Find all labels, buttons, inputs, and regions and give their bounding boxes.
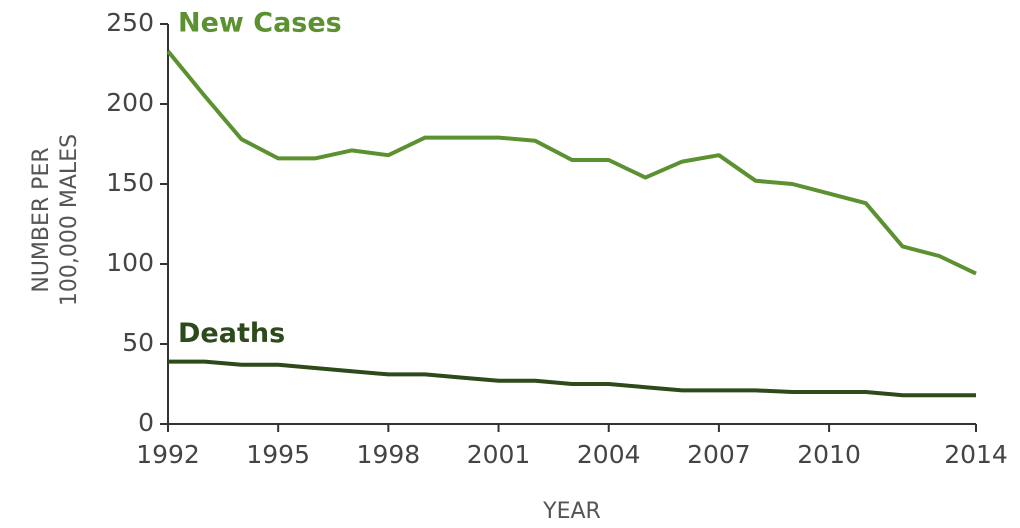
series-label: New Cases <box>178 8 342 39</box>
x-tick-label: 2001 <box>467 440 531 469</box>
y-tick-label: 50 <box>122 328 154 357</box>
series-line <box>166 49 977 276</box>
y-tick-label: 250 <box>106 8 154 37</box>
series-line <box>168 359 976 398</box>
x-tick-label: 2004 <box>577 440 641 469</box>
y-tick-label: 100 <box>106 248 154 277</box>
y-axis-title: 100,000 MALES <box>57 134 82 306</box>
x-tick-label: 1992 <box>136 440 200 469</box>
x-tick-label: 2010 <box>797 440 861 469</box>
x-tick-label: 2007 <box>687 440 751 469</box>
x-tick-label: 2014 <box>944 440 1008 469</box>
y-tick-label: 200 <box>106 88 154 117</box>
y-tick-label: 150 <box>106 168 154 197</box>
y-tick-label: 0 <box>138 408 154 437</box>
series-label: Deaths <box>178 318 285 349</box>
x-tick-label: 1998 <box>357 440 421 469</box>
x-tick-label: 1995 <box>246 440 310 469</box>
x-axis-title: YEAR <box>542 499 601 524</box>
y-axis-title: NUMBER PER <box>29 147 54 292</box>
